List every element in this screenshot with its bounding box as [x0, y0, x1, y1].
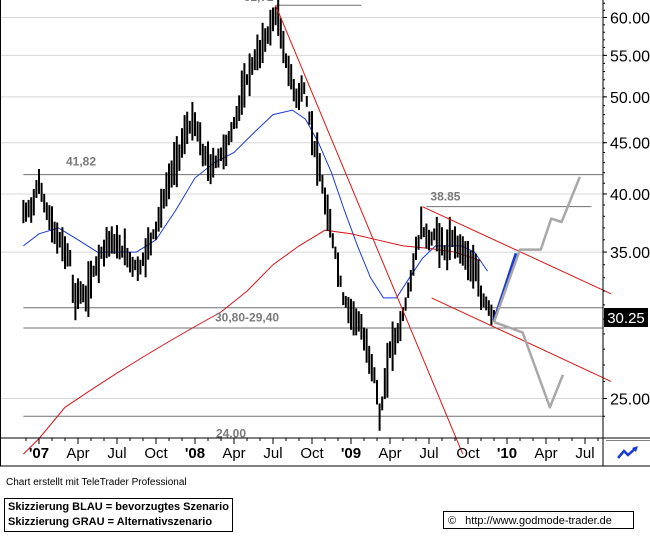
- trend-line: [422, 206, 612, 295]
- scenario-line: [493, 320, 565, 409]
- y-tick-label: 35.00: [610, 245, 650, 262]
- y-tick-label: 60.00: [610, 11, 650, 28]
- moving-average-line: [23, 229, 482, 455]
- trend-channel-lines: [275, 5, 612, 455]
- pen-icon: [606, 439, 650, 459]
- teletrader-logo: [606, 439, 650, 464]
- y-axis: 60.00 55.00 50.00 45.00 40.00 35.00 25.00: [603, 2, 650, 417]
- level-labels: 61,72 41,82 38.85 24,00 30,80-29,40: [66, 0, 461, 440]
- zone-label: 30,80-29,40: [215, 311, 279, 325]
- last-price-box: [604, 308, 648, 327]
- x-tick-label: Jul: [263, 445, 282, 462]
- scenario-legend: Skizzierung BLAU = bevorzugtes Szenario …: [4, 498, 233, 532]
- x-tick-label: Apr: [378, 445, 401, 462]
- trend-line: [275, 5, 464, 455]
- plot-frame: [0, 0, 650, 467]
- level-value-label: 24,00: [216, 426, 246, 440]
- trend-line: [431, 297, 612, 382]
- legend-grey-line: Skizzierung GRAU = Alternativszenario: [8, 516, 213, 528]
- x-tick-label: Oct: [456, 445, 480, 462]
- x-tick-label: Jul: [419, 445, 438, 462]
- x-tick-label: Jul: [575, 445, 594, 462]
- last-price-marker: 30.25: [604, 308, 648, 327]
- chart-credit: Chart erstellt mit TeleTrader Profession…: [6, 477, 187, 488]
- scenario-line: [492, 176, 581, 323]
- x-tick-label: Apr: [222, 445, 245, 462]
- source-url: http://www.godmode-trader.de: [465, 515, 612, 527]
- last-price-label: 30.25: [607, 310, 645, 327]
- y-tick-label: 55.00: [610, 48, 650, 65]
- x-tick-label: Apr: [534, 445, 557, 462]
- x-tick-label: '08: [185, 445, 205, 462]
- y-tick-label: 50.00: [610, 90, 650, 107]
- x-tick-label: Oct: [144, 445, 168, 462]
- x-axis: '07 Apr Jul Oct '08 Apr Jul Oct '09 Apr Jul Oct '10 A…: [25, 438, 599, 462]
- x-tick-label: Apr: [66, 445, 89, 462]
- x-tick-label: '10: [497, 445, 517, 462]
- price-chart: 60.00 55.00 50.00 45.00 40.00 35.00 25.00 '07 A…: [0, 0, 650, 467]
- scenario-sketches: [492, 176, 581, 409]
- level-value-label: 61,72: [244, 0, 274, 4]
- source-link[interactable]: © http://www.godmode-trader.de: [443, 511, 634, 529]
- y-tick-label: 45.00: [610, 136, 650, 153]
- support-resistance-levels: [23, 4, 603, 417]
- x-tick-label: Jul: [107, 445, 126, 462]
- y-tick-label: 40.00: [610, 187, 650, 204]
- level-value-label: 41,82: [66, 155, 96, 169]
- x-tick-label: '07: [29, 445, 49, 462]
- level-value-label: 38.85: [430, 190, 460, 204]
- copyright-icon: ©: [448, 515, 457, 527]
- x-tick-label: Oct: [300, 445, 324, 462]
- price-bars: [22, 0, 495, 431]
- legend-blue-line: Skizzierung BLAU = bevorzugtes Szenario: [8, 501, 229, 513]
- y-tick-label: 25.00: [610, 392, 650, 409]
- x-tick-label: '09: [341, 445, 361, 462]
